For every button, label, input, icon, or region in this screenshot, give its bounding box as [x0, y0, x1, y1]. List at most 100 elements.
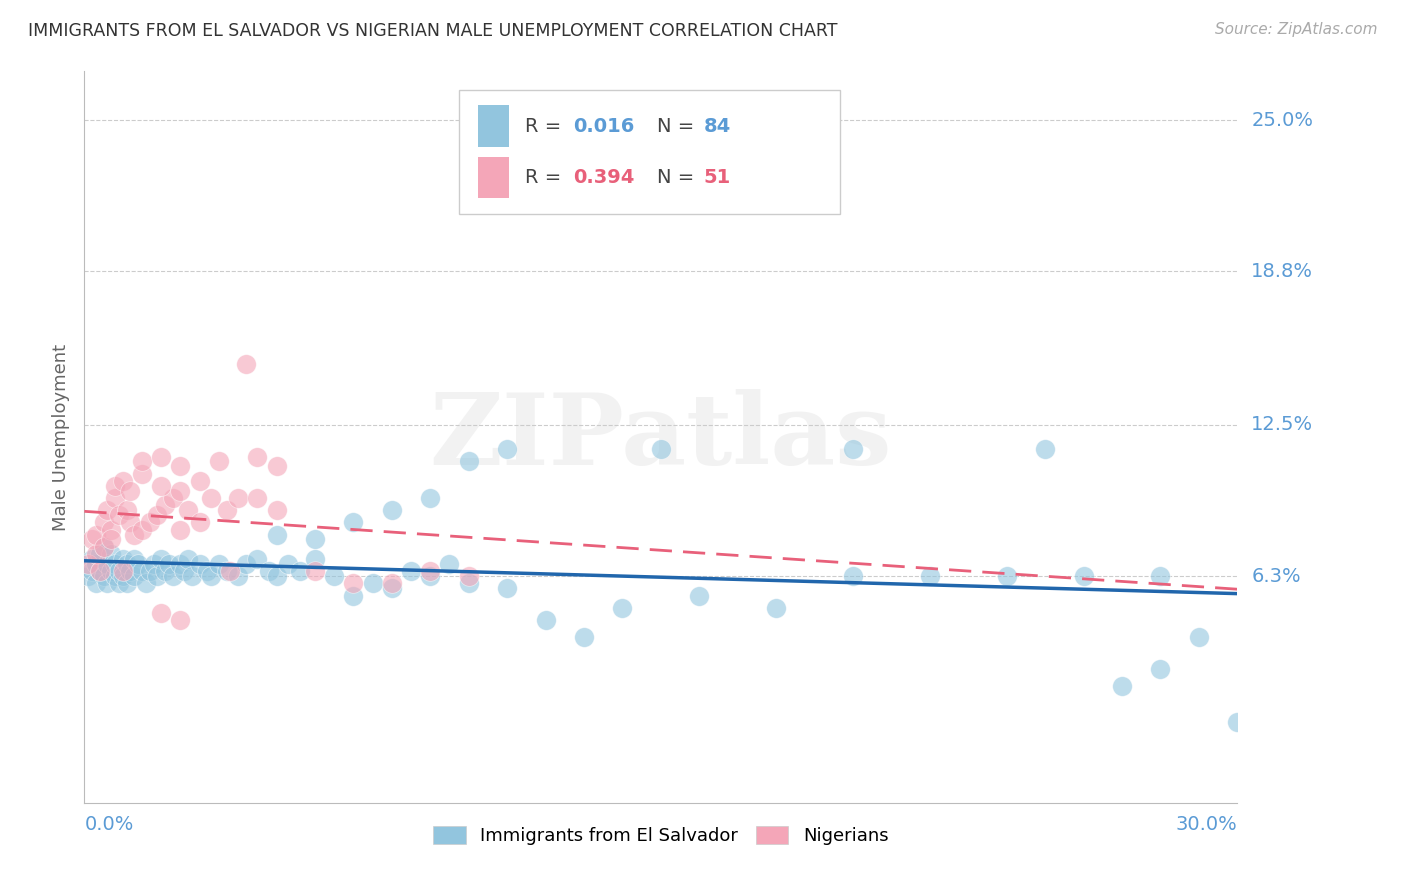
Point [150, 479, 173, 493]
Point [439, 557, 461, 571]
Point [842, 442, 865, 457]
Point [77, 557, 100, 571]
Point [1111, 679, 1133, 693]
Point [153, 499, 176, 513]
Point [342, 516, 364, 530]
Point [181, 569, 204, 583]
Point [361, 576, 384, 591]
Point [96, 576, 118, 591]
Point [111, 569, 134, 583]
Point [115, 576, 138, 591]
Text: 6.3%: 6.3% [1251, 566, 1301, 585]
Point [1149, 662, 1171, 676]
Point [304, 552, 326, 566]
Point [226, 491, 249, 505]
Point [188, 516, 211, 530]
Text: ZIPatlas: ZIPatlas [430, 389, 891, 485]
Point [131, 523, 153, 537]
Point [93, 540, 115, 554]
Point [457, 569, 479, 583]
Point [246, 552, 269, 566]
Point [93, 540, 115, 554]
Point [650, 442, 672, 457]
Point [120, 564, 142, 578]
Point [104, 491, 127, 505]
Y-axis label: Male Unemployment: Male Unemployment [52, 343, 70, 531]
Text: 30.0%: 30.0% [1175, 815, 1237, 834]
Point [235, 557, 257, 571]
Point [200, 491, 222, 505]
Point [266, 569, 288, 583]
Point [142, 557, 165, 571]
Point [266, 503, 288, 517]
Point [266, 527, 288, 541]
Point [146, 569, 169, 583]
Point [226, 569, 249, 583]
Point [1149, 569, 1171, 583]
Point [304, 564, 326, 578]
Point [120, 483, 142, 498]
Point [188, 474, 211, 488]
Text: R =: R = [524, 168, 567, 187]
Point [342, 589, 364, 603]
Text: R =: R = [524, 117, 567, 136]
Point [277, 557, 299, 571]
Point [765, 600, 787, 615]
Point [246, 491, 269, 505]
Point [215, 564, 238, 578]
Point [918, 569, 941, 583]
Point [288, 564, 311, 578]
FancyBboxPatch shape [478, 157, 509, 198]
Text: 0.0%: 0.0% [84, 815, 134, 834]
Point [124, 527, 146, 541]
Point [496, 442, 519, 457]
Point [257, 564, 280, 578]
Point [208, 454, 231, 468]
Point [157, 557, 180, 571]
Point [219, 564, 242, 578]
Text: N =: N = [658, 117, 700, 136]
FancyBboxPatch shape [478, 105, 509, 147]
Point [111, 564, 134, 578]
Point [124, 569, 146, 583]
Point [138, 564, 160, 578]
Point [173, 564, 195, 578]
Point [96, 557, 118, 571]
Point [108, 508, 131, 522]
Point [89, 564, 111, 578]
Point [177, 503, 200, 517]
Point [108, 576, 131, 591]
Point [266, 459, 288, 474]
Legend: Immigrants from El Salvador, Nigerians: Immigrants from El Salvador, Nigerians [426, 819, 896, 852]
Point [100, 523, 122, 537]
Point [215, 503, 238, 517]
Point [84, 547, 107, 561]
Point [104, 557, 127, 571]
Point [115, 557, 138, 571]
Point [84, 557, 107, 571]
Point [93, 569, 115, 583]
Point [96, 503, 118, 517]
Point [89, 547, 111, 561]
Point [111, 474, 134, 488]
Text: 51: 51 [703, 168, 731, 187]
Point [323, 569, 346, 583]
Point [169, 613, 191, 627]
Point [100, 564, 122, 578]
Point [104, 569, 127, 583]
Point [1033, 442, 1056, 457]
Point [381, 576, 404, 591]
Point [177, 552, 200, 566]
Point [124, 552, 146, 566]
Point [115, 503, 138, 517]
Point [399, 564, 422, 578]
Point [200, 569, 222, 583]
Point [235, 357, 257, 371]
Point [77, 569, 100, 583]
Point [169, 523, 191, 537]
Point [80, 552, 103, 566]
Point [131, 564, 153, 578]
Point [169, 483, 191, 498]
Point [150, 450, 173, 464]
Text: 84: 84 [703, 117, 731, 136]
